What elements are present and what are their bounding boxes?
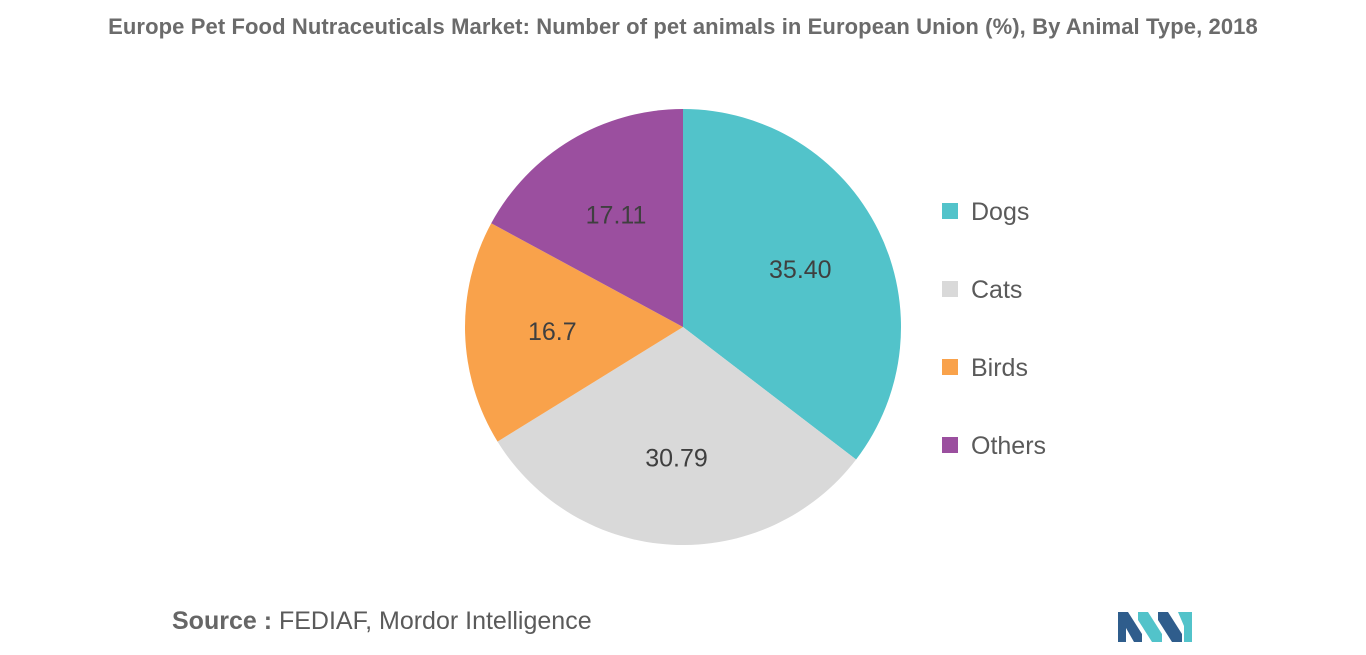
source-label: Source :	[172, 607, 273, 635]
legend-swatch-cats	[942, 281, 958, 297]
legend-label-dogs: Dogs	[971, 198, 1029, 226]
source-note: Source : FEDIAF, Mordor Intelligence	[172, 607, 592, 636]
slice-label-birds: 16.7	[528, 318, 577, 346]
legend-label-others: Others	[971, 432, 1046, 460]
legend-swatch-dogs	[942, 203, 958, 219]
pie-slice-dogs	[683, 109, 902, 460]
slice-label-dogs: 35.40	[769, 256, 832, 284]
slice-labels: 35.40 30.79 16.7 17.11	[528, 202, 832, 473]
pie-chart: 35.40 30.79 16.7 17.11 Dogs Cats Birds Others	[465, 108, 1046, 545]
legend-swatch-others	[942, 437, 958, 453]
pie-slice-cats	[497, 327, 857, 545]
chart-title: Europe Pet Food Nutraceuticals Market: N…	[108, 14, 1258, 39]
legend-label-cats: Cats	[971, 276, 1022, 304]
source-text: FEDIAF, Mordor Intelligence	[278, 607, 592, 635]
slice-label-cats: 30.79	[645, 445, 708, 473]
pie-slices	[465, 108, 902, 545]
mordor-intelligence-logo-icon	[1118, 612, 1192, 642]
pie-slice-others	[491, 108, 683, 327]
legend: Dogs Cats Birds Others	[942, 198, 1046, 460]
legend-label-birds: Birds	[971, 354, 1028, 382]
slice-label-others: 17.11	[586, 202, 647, 230]
pie-slice-birds	[465, 223, 683, 442]
legend-swatch-birds	[942, 359, 958, 375]
